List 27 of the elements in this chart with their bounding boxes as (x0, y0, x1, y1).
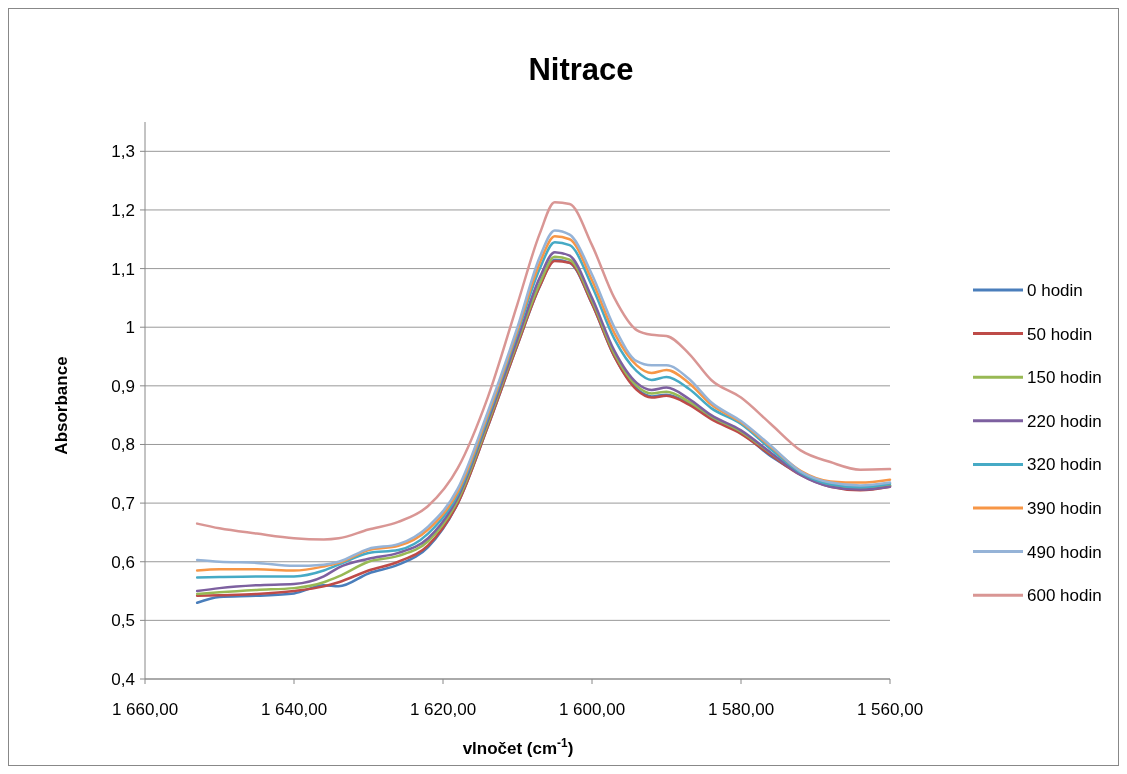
y-tick-label: 0,6 (111, 552, 135, 572)
legend-label: 320 hodin (1027, 455, 1102, 475)
legend-label: 390 hodin (1027, 499, 1102, 518)
y-tick-label: 0,7 (111, 494, 135, 514)
x-tick-label: 1 560,00 (856, 700, 924, 719)
x-tick-label: 1 660,00 (111, 700, 179, 719)
y-tick-label: 0,9 (111, 376, 135, 396)
y-tick-label: 0,4 (111, 670, 135, 689)
y-tick-label: 1,3 (111, 142, 135, 162)
x-axis-title: vlnočet (cm$^{-1}$) (462, 736, 574, 758)
y-tick-label: 0,5 (111, 611, 135, 631)
y-tick-label: 1,2 (111, 200, 135, 220)
legend-label: 600 hodin (1027, 586, 1102, 606)
x-tick-label: 1 600,00 (558, 700, 626, 719)
y-tick-label: 1,1 (111, 259, 135, 279)
legend-label: 0 hodin (1027, 281, 1083, 300)
legend-label: 50 hodin (1027, 324, 1093, 344)
x-tick-label: 1 620,00 (409, 700, 477, 719)
legend-label: 150 hodin (1027, 368, 1102, 388)
x-tick-label: 1 580,00 (707, 700, 775, 719)
y-axis-title: Absorbance (52, 356, 71, 455)
chart-title: Nitrace (528, 52, 634, 87)
x-tick-label: 1 640,00 (260, 700, 328, 719)
legend-label: 490 hodin (1027, 542, 1102, 562)
legend-label: 220 hodin (1027, 411, 1102, 431)
y-tick-label: 0,8 (111, 435, 135, 455)
y-tick-label: 1 (125, 318, 135, 338)
